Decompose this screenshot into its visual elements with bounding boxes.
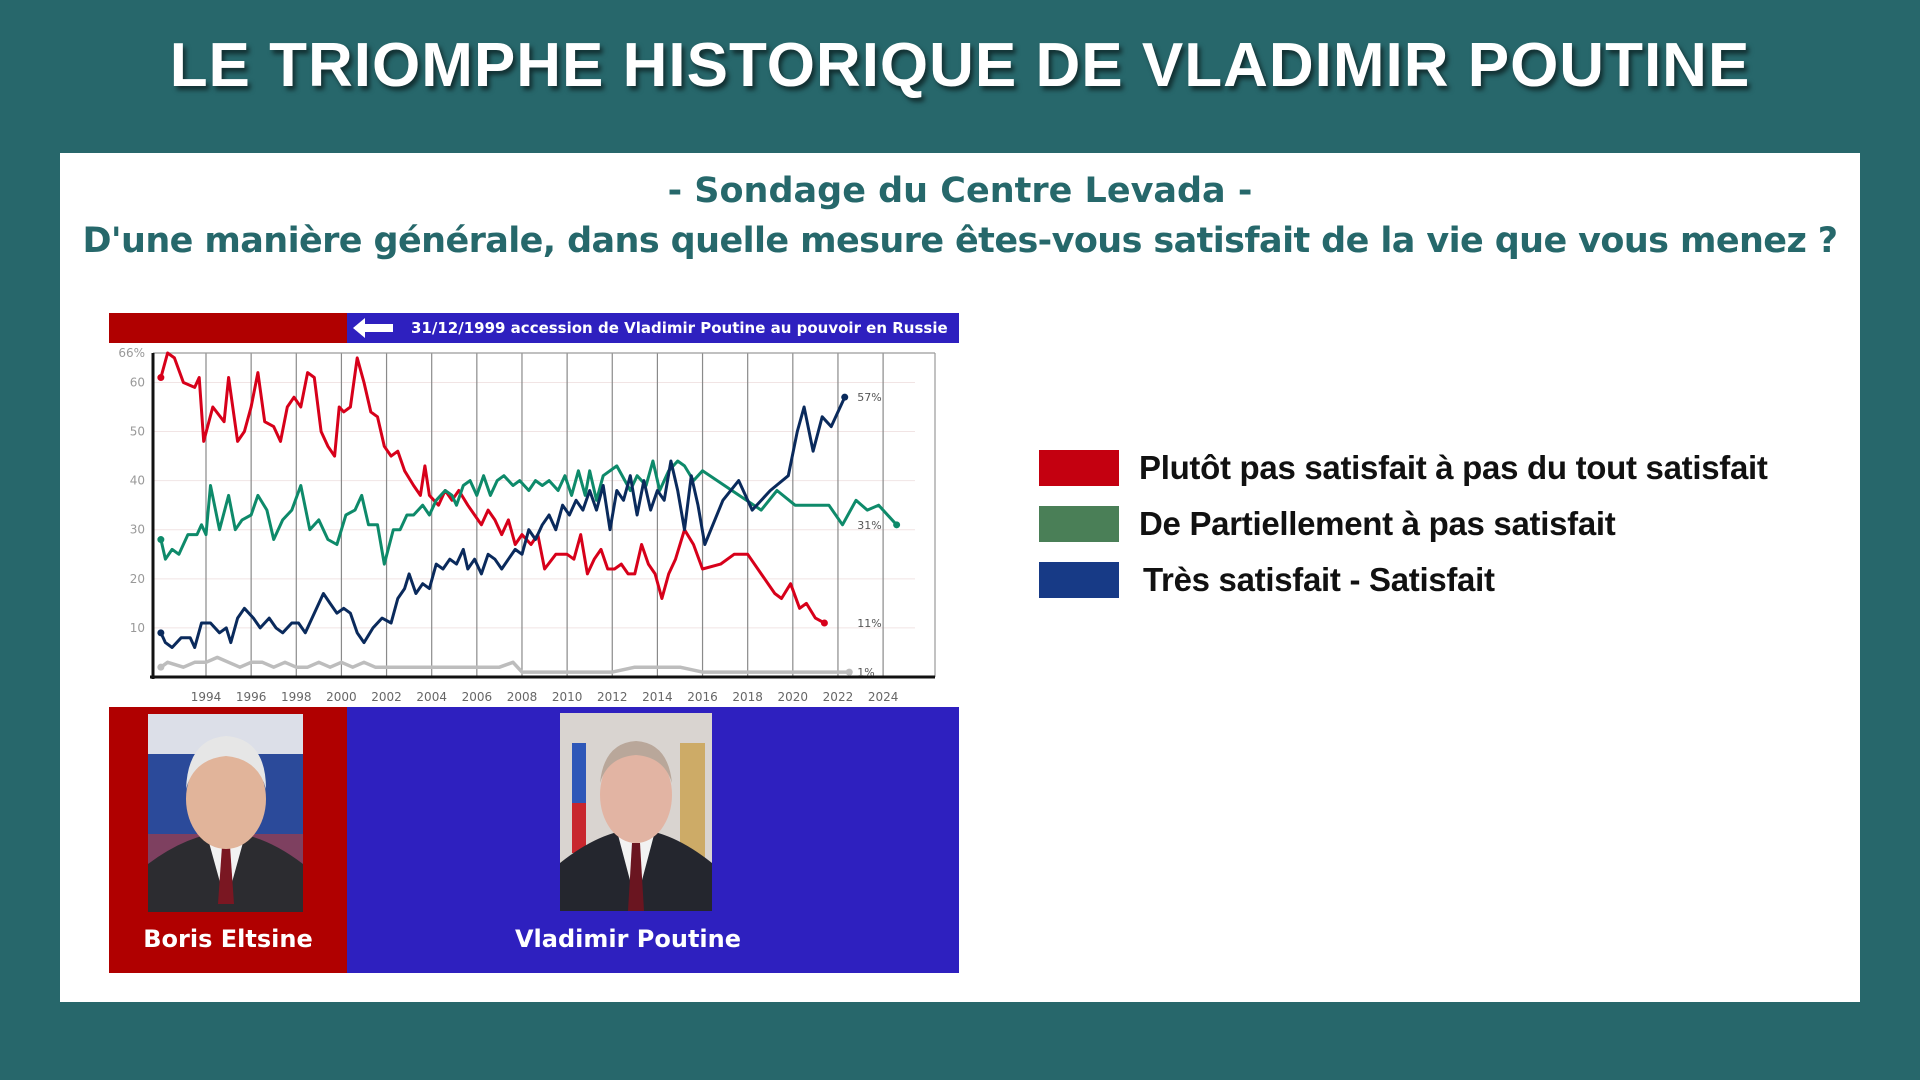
poutine-photo (560, 713, 712, 911)
svg-text:1996: 1996 (236, 690, 267, 704)
svg-text:10: 10 (130, 621, 145, 635)
chart-legend: Plutôt pas satisfait à pas du tout satis… (1005, 440, 1835, 608)
source-line: - Sondage du Centre Levada - (667, 171, 1253, 211)
svg-text:2014: 2014 (642, 690, 673, 704)
svg-text:2006: 2006 (462, 690, 493, 704)
svg-text:2016: 2016 (687, 690, 718, 704)
svg-text:2022: 2022 (823, 690, 854, 704)
svg-text:1994: 1994 (191, 690, 222, 704)
svg-text:50: 50 (130, 425, 145, 439)
svg-text:2024: 2024 (868, 690, 899, 704)
eltsine-card: Boris Eltsine (109, 707, 347, 973)
svg-text:31%: 31% (857, 519, 881, 532)
left-arrow-icon (353, 318, 393, 338)
red-swatch (1039, 450, 1119, 486)
banner-text: 31/12/1999 accession de Vladimir Poutine… (411, 319, 948, 337)
svg-text:1%: 1% (857, 666, 874, 679)
svg-text:20: 20 (130, 572, 145, 586)
svg-text:2008: 2008 (507, 690, 538, 704)
survey-question: D'une manière générale, dans quelle mesu… (82, 221, 1838, 261)
svg-text:2004: 2004 (416, 690, 447, 704)
svg-text:2010: 2010 (552, 690, 583, 704)
svg-text:2020: 2020 (778, 690, 809, 704)
line-chart: 1994 1996 1998 2000 2002 2004 2006 2008 2010 2012… (118, 346, 936, 704)
blue-swatch (1039, 562, 1119, 598)
svg-text:60: 60 (130, 375, 145, 389)
svg-text:57%: 57% (857, 391, 881, 404)
svg-text:30: 30 (130, 523, 145, 537)
legend-label: De Partiellement à pas satisfait (1139, 505, 1616, 542)
leaders-strip: Boris Eltsine Vladimir Poutine (109, 707, 959, 973)
legend-item-partially-satisfied: De Partiellement à pas satisfait (1005, 496, 1835, 552)
legend-label: Très satisfait - Satisfait (1143, 561, 1495, 598)
poutine-era-band: 31/12/1999 accession de Vladimir Poutine… (347, 313, 959, 343)
legend-item-satisfied: Très satisfait - Satisfait (1005, 552, 1835, 608)
svg-text:11%: 11% (857, 617, 881, 630)
page-title: LE TRIOMPHE HISTORIQUE DE VLADIMIR POUTI… (169, 31, 1751, 100)
satisfaction-chart: 1994 1996 1998 2000 2002 2004 2006 2008 2010 2012… (109, 343, 959, 708)
svg-text:2002: 2002 (371, 690, 402, 704)
svg-text:2000: 2000 (326, 690, 357, 704)
svg-text:66%: 66% (118, 346, 145, 360)
eltsine-era-band (109, 313, 347, 343)
poutine-card: Vladimir Poutine (347, 707, 959, 973)
svg-text:2012: 2012 (597, 690, 628, 704)
eltsine-name: Boris Eltsine (143, 925, 313, 953)
svg-text:40: 40 (130, 474, 145, 488)
svg-text:1998: 1998 (281, 690, 312, 704)
poutine-name: Vladimir Poutine (514, 925, 742, 953)
eltsine-photo (148, 714, 303, 912)
green-swatch (1039, 506, 1119, 542)
accession-banner: 31/12/1999 accession de Vladimir Poutine… (109, 313, 959, 343)
svg-text:2018: 2018 (732, 690, 763, 704)
legend-item-not-satisfied: Plutôt pas satisfait à pas du tout satis… (1005, 440, 1835, 496)
legend-label: Plutôt pas satisfait à pas du tout satis… (1139, 449, 1768, 486)
